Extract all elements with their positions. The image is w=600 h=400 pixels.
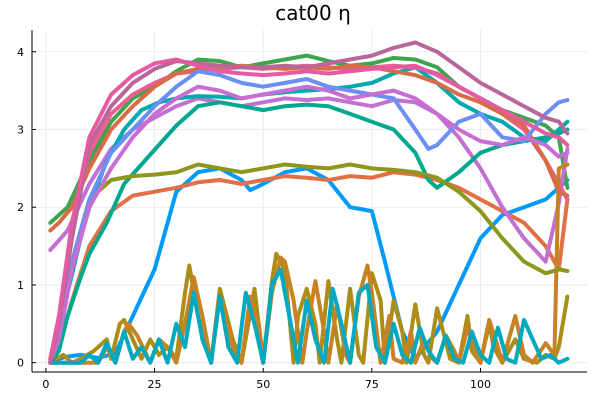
x-tick-label-1: 25	[148, 378, 162, 391]
x-tick-label-3: 75	[365, 378, 379, 391]
y-tick-label-3: 3	[17, 123, 24, 136]
series-line-13	[48, 69, 570, 361]
y-tick-label-1: 1	[17, 279, 24, 292]
x-tick-label-4: 100	[470, 378, 491, 391]
y-tick-label-0: 0	[17, 357, 24, 370]
x-tick-label-0: 0	[42, 378, 49, 391]
axis-layer: 0 25 50 75 100 0 1 2 3 4	[17, 30, 587, 391]
series-line-10	[48, 162, 570, 361]
series-line-16	[48, 57, 570, 361]
series-line-14	[48, 84, 570, 364]
series-line-15	[48, 40, 570, 365]
series-line-11	[48, 267, 570, 365]
y-tick-label-4: 4	[17, 46, 24, 59]
series-line-2	[48, 170, 570, 365]
series-line-9	[48, 100, 570, 365]
y-tick-label-2: 2	[17, 201, 24, 214]
x-tick-label-2: 50	[256, 378, 270, 391]
series-layer	[48, 40, 570, 365]
chart-title: cat00 η	[275, 1, 351, 25]
